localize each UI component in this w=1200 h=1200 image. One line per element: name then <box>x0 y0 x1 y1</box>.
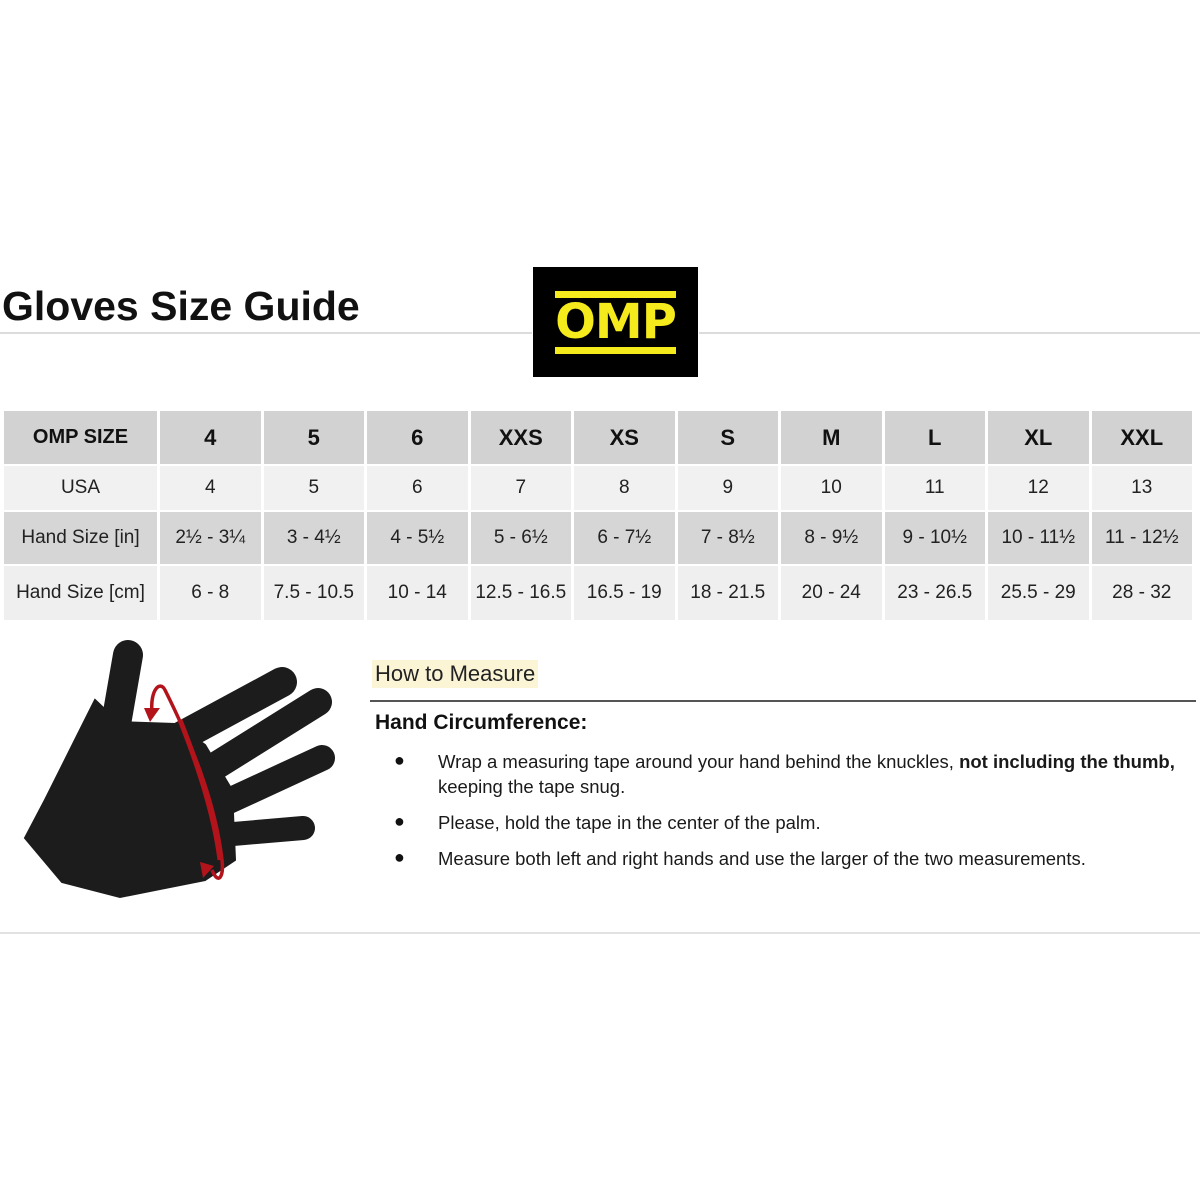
row-label: USA <box>4 466 157 510</box>
table-cell: 8 - 9½ <box>781 512 882 564</box>
table-cell: 10 - 11½ <box>988 512 1089 564</box>
bullet-text-part: Wrap a measuring tape around your hand b… <box>438 751 960 772</box>
bullet-text: Please, hold the tape in the center of t… <box>438 812 821 833</box>
table-cell: 9 - 10½ <box>884 512 985 564</box>
column-header: XS <box>574 411 675 464</box>
bullet-text: Wrap a measuring tape around your hand b… <box>438 749 1190 799</box>
bottom-divider <box>0 932 1200 934</box>
bullet-text: Measure both left and right hands and us… <box>438 848 1086 869</box>
table-cell: 5 <box>263 466 364 510</box>
table-cell: 10 <box>781 466 882 510</box>
table-cell: 16.5 - 19 <box>574 566 675 620</box>
page-title: Gloves Size Guide <box>2 283 360 329</box>
how-to-divider <box>370 700 1196 702</box>
hand-shape <box>23 640 335 899</box>
table-cell: 11 <box>884 466 985 510</box>
column-header: 6 <box>367 411 468 464</box>
arrow-up-icon <box>200 862 214 878</box>
column-header: S <box>677 411 778 464</box>
table-cell: 13 <box>1091 466 1192 510</box>
hand-circumference-heading: Hand Circumference: <box>375 711 588 734</box>
column-header: XXL <box>1091 411 1192 464</box>
column-header: 4 <box>160 411 261 464</box>
table-cell: 7 <box>470 466 571 510</box>
bullet-icon: ● <box>394 847 405 867</box>
tape-arc <box>150 684 225 880</box>
table-cell: 6 <box>367 466 468 510</box>
table-cell: 3 - 4½ <box>263 512 364 564</box>
table-cell: 4 - 5½ <box>367 512 468 564</box>
arrow-down-icon <box>144 708 160 722</box>
column-header: M <box>781 411 882 464</box>
logo-bar-top <box>555 291 676 298</box>
table-cell: 18 - 21.5 <box>677 566 778 620</box>
size-table: OMP SIZE 4 5 6 XXS XS S M L XL XXL USA 4 5 6 7 8 9 10 11 12 1… <box>4 411 1192 620</box>
table-cell: 8 <box>574 466 675 510</box>
logo-text: OMP <box>555 294 677 350</box>
table-cell: 23 - 26.5 <box>884 566 985 620</box>
column-header: 5 <box>263 411 364 464</box>
bullet-icon: ● <box>394 750 405 770</box>
title-divider <box>0 332 532 334</box>
how-to-heading: How to Measure <box>372 660 539 688</box>
omp-logo: OMP <box>533 267 698 377</box>
hand-measure-icon <box>23 640 335 899</box>
table-cell: 10 - 14 <box>367 566 468 620</box>
column-header: XXS <box>470 411 571 464</box>
table-cell: 12 <box>988 466 1089 510</box>
table-cell: 12.5 - 16.5 <box>470 566 571 620</box>
row-label: Hand Size [in] <box>4 512 157 564</box>
column-header: XL <box>988 411 1089 464</box>
table-cell: 6 - 7½ <box>574 512 675 564</box>
bullet-text-bold: not including the thumb, <box>959 751 1175 772</box>
bullet-text-part: keeping the tape snug. <box>438 776 626 797</box>
table-cell: 28 - 32 <box>1091 566 1192 620</box>
table-cell: 2½ - 3¼ <box>160 512 261 564</box>
table-cell: 25.5 - 29 <box>988 566 1089 620</box>
table-cell: 9 <box>677 466 778 510</box>
table-cell: 7 - 8½ <box>677 512 778 564</box>
table-cell: 6 - 8 <box>160 566 261 620</box>
table-cell: 5 - 6½ <box>470 512 571 564</box>
table-cell: 20 - 24 <box>781 566 882 620</box>
row-label: OMP SIZE <box>4 411 157 464</box>
title-divider-right <box>699 332 1200 334</box>
column-header: L <box>884 411 985 464</box>
table-cell: 4 <box>160 466 261 510</box>
table-cell: 7.5 - 10.5 <box>263 566 364 620</box>
bullet-icon: ● <box>394 811 405 831</box>
logo-bar-bottom <box>555 347 676 354</box>
table-cell: 11 - 12½ <box>1091 512 1192 564</box>
row-label: Hand Size [cm] <box>4 566 157 620</box>
